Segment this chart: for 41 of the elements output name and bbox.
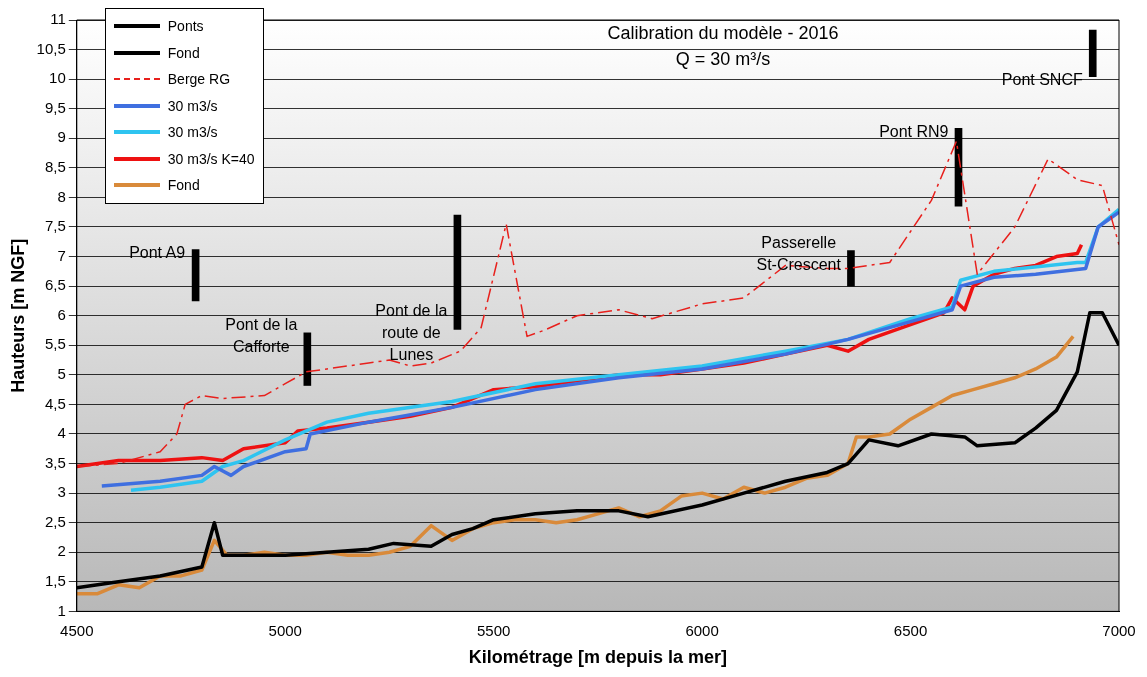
x-axis-title: Kilométrage [m depuis la mer]	[468, 647, 727, 668]
y-tick-label: 3	[57, 483, 66, 501]
y-tick-label: 4,5	[44, 394, 66, 412]
y-tick-label: 10	[49, 69, 66, 87]
chart-title: Calibration du modèle - 2016	[607, 22, 839, 43]
legend-label: 30 m3/s K=40	[167, 150, 255, 167]
y-tick-label: 6,5	[44, 276, 66, 294]
annotation: Pont RN9	[879, 122, 949, 140]
legend-label: Fond	[167, 44, 200, 61]
legend-label: Fond	[167, 177, 200, 194]
y-tick-label: 9,5	[44, 98, 66, 116]
y-tick-label: 3,5	[44, 453, 66, 471]
x-tick-label: 7000	[1102, 621, 1136, 639]
y-axis-title: Hauteurs [m NGF]	[7, 238, 28, 393]
y-tick-label: 2	[57, 542, 66, 560]
legend-label: Berge RG	[167, 71, 231, 88]
y-tick-label: 1	[57, 601, 66, 619]
annotation: Pont de la route de Lunes	[375, 301, 448, 363]
y-tick-label: 8	[57, 187, 66, 205]
x-tick-label: 4500	[60, 621, 94, 639]
x-tick-label: 5500	[476, 621, 511, 639]
y-tick-label: 6	[57, 305, 66, 323]
y-tick-label: 4	[57, 424, 66, 442]
y-tick-label: 10,5	[36, 39, 66, 57]
annotation: Passerelle St-Crescent	[756, 234, 842, 274]
x-tick-label: 5000	[268, 621, 302, 639]
y-tick-label: 7	[57, 246, 66, 264]
y-tick-label: 11	[50, 10, 66, 28]
y-tick-label: 2,5	[44, 512, 66, 530]
x-tick-label: 6000	[685, 621, 719, 639]
y-tick-label: 8,5	[44, 157, 66, 175]
y-tick-label: 1,5	[44, 571, 66, 589]
legend-label: Ponts	[167, 18, 204, 35]
y-tick-label: 5	[57, 364, 66, 382]
y-tick-label: 5,5	[44, 335, 66, 353]
y-tick-label: 7,5	[44, 217, 66, 235]
y-tick-label: 9	[57, 128, 66, 146]
x-tick-label: 6500	[893, 621, 928, 639]
legend-label: 30 m3/s	[167, 97, 218, 114]
legend-label: 30 m3/s	[167, 124, 218, 141]
text: Q = 30 m³/s	[675, 48, 771, 69]
